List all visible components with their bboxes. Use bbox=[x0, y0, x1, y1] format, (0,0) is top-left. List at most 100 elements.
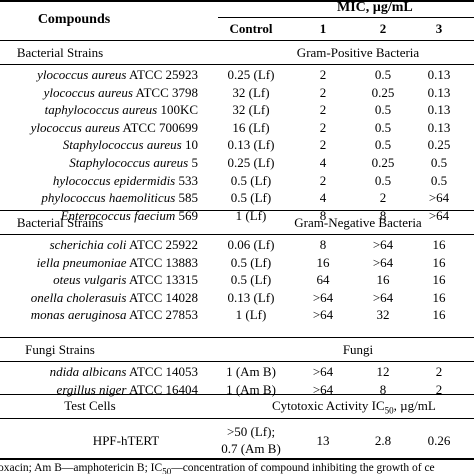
row-label: hylococcus epidermidis 533 bbox=[53, 173, 198, 189]
cell-col-2: 0.5 bbox=[374, 137, 392, 153]
table-top-rule bbox=[0, 0, 474, 2]
species-name: Staphylococcus aureus bbox=[69, 155, 189, 170]
species-name: phylococcus haemoliticus bbox=[41, 190, 176, 206]
cell-col-2: 12 bbox=[376, 364, 390, 379]
species-name: iella pneumoniae bbox=[36, 254, 127, 270]
test-cells-col-1: 13 bbox=[316, 433, 330, 448]
header-col-3: 3 bbox=[435, 21, 443, 36]
row-label: taphylococcus aureus 100KC bbox=[45, 102, 198, 118]
row-label-hpf-htert: HPF-hTERT bbox=[92, 433, 160, 448]
cell-col-3: 16 bbox=[432, 254, 446, 270]
cell-col-3: >64 bbox=[428, 190, 450, 206]
row-label: oteus vulgaris ATCC 13315 bbox=[53, 272, 198, 288]
cell-control: 0.5 (Lf) bbox=[230, 190, 272, 206]
strain-id: 533 bbox=[175, 172, 199, 188]
header-col-2: 2 bbox=[379, 21, 387, 36]
cell-col-1: 4 bbox=[319, 190, 327, 206]
cell-control: 1 (Am B) bbox=[226, 381, 276, 397]
cell-control: 0.5 (Lf) bbox=[230, 272, 272, 288]
strain-id: ATCC 700699 bbox=[119, 119, 198, 135]
header-compounds: Compounds bbox=[37, 12, 111, 27]
strain-id: 569 bbox=[175, 207, 199, 223]
species-name: ndida albicans bbox=[49, 364, 127, 379]
mic-underline bbox=[218, 17, 474, 18]
row-label: ergillus niger ATCC 16404 bbox=[57, 382, 198, 398]
cell-col-2: 0.5 bbox=[374, 119, 392, 135]
cell-col-3: 0.13 bbox=[427, 102, 451, 118]
cell-control: 1 (Am B) bbox=[226, 364, 276, 379]
cell-control: 16 (Lf) bbox=[232, 119, 270, 135]
strain-id: ATCC 13883 bbox=[126, 254, 198, 270]
cell-control: 32 (Lf) bbox=[232, 84, 270, 100]
strain-id: ATCC 13315 bbox=[126, 272, 198, 288]
cell-col-2: >64 bbox=[372, 289, 394, 305]
cell-col-1: >64 bbox=[312, 289, 334, 305]
section-right-title: Gram-Negative Bacteria bbox=[294, 215, 422, 230]
species-name: ergillus niger bbox=[56, 381, 127, 397]
row-label: onella cholerasuis ATCC 14028 bbox=[31, 290, 198, 306]
species-name: Staphylococcus aureus bbox=[62, 137, 182, 153]
cell-col-1: >64 bbox=[312, 307, 334, 323]
header-control: Control bbox=[229, 21, 273, 36]
cell-col-2: 0.5 bbox=[374, 102, 392, 118]
cell-col-1: >64 bbox=[312, 364, 334, 379]
cell-control: 0.06 (Lf) bbox=[227, 237, 275, 252]
test-cells-subrule bbox=[0, 418, 474, 419]
cell-col-2: 16 bbox=[376, 272, 390, 288]
row-label: iella pneumoniae ATCC 13883 bbox=[37, 255, 198, 271]
cell-col-1: 8 bbox=[319, 207, 327, 223]
cell-col-1: >64 bbox=[312, 381, 334, 397]
cell-col-1: 2 bbox=[319, 84, 327, 100]
cell-col-3: >64 bbox=[428, 207, 450, 223]
row-label: ylococcus aureus ATCC 700699 bbox=[31, 120, 198, 136]
header-col-1: 1 bbox=[319, 21, 327, 36]
strain-id: 5 bbox=[188, 155, 199, 170]
species-name: ylococcus aureus bbox=[30, 119, 120, 135]
cell-col-2: 32 bbox=[376, 307, 390, 323]
row-label: ndida albicans ATCC 14053 bbox=[50, 364, 198, 380]
cell-col-3: 0.25 bbox=[427, 137, 451, 153]
test-cells-control-line2: 0.7 (Am B) bbox=[221, 441, 281, 456]
test-cells-control-line1: >50 (Lf); bbox=[226, 424, 276, 439]
strain-id: 10 bbox=[181, 137, 198, 153]
strain-id: ATCC 25923 bbox=[126, 67, 198, 82]
cell-control: 32 (Lf) bbox=[232, 102, 270, 118]
test-cells-col-2: 2.8 bbox=[374, 433, 392, 448]
cell-control: 0.25 (Lf) bbox=[227, 155, 275, 170]
cell-col-1: 16 bbox=[316, 254, 330, 270]
cell-col-1: 4 bbox=[319, 155, 327, 170]
row-label: ylococcus aureus ATCC 25923 bbox=[37, 67, 198, 83]
cell-col-1: 2 bbox=[319, 102, 327, 118]
cell-control: 0.25 (Lf) bbox=[227, 67, 275, 82]
strain-id: ATCC 25922 bbox=[126, 237, 198, 252]
species-name: oteus vulgaris bbox=[53, 272, 127, 288]
species-name: ylococcus aureus bbox=[43, 84, 133, 100]
strain-id: ATCC 16404 bbox=[126, 381, 198, 397]
strain-id: ATCC 14053 bbox=[126, 364, 198, 379]
cell-col-2: >64 bbox=[372, 237, 394, 252]
section-rule bbox=[0, 210, 474, 211]
cell-col-3: 0.5 bbox=[430, 172, 448, 188]
section-left-title: Bacterial Strains bbox=[16, 45, 104, 60]
species-name: scherichia coli bbox=[49, 237, 127, 252]
strain-id: ATCC 3798 bbox=[132, 84, 198, 100]
cell-col-2: 2 bbox=[379, 190, 387, 206]
cell-col-2: 0.25 bbox=[371, 84, 395, 100]
section-right-title: Gram-Positive Bacteria bbox=[296, 45, 420, 60]
cell-col-3: 0.13 bbox=[427, 67, 451, 82]
cell-col-3: 0.13 bbox=[427, 84, 451, 100]
cytotoxic-title: Cytotoxic Activity IC50, µg/mL bbox=[272, 398, 436, 416]
cell-control: 0.5 (Lf) bbox=[230, 254, 272, 270]
cell-control: 1 (Lf) bbox=[235, 207, 267, 223]
cell-col-1: 2 bbox=[319, 119, 327, 135]
cell-col-1: 64 bbox=[316, 272, 330, 288]
cell-col-2: 8 bbox=[379, 381, 387, 397]
strain-id: 100KC bbox=[157, 102, 198, 118]
cell-col-3: 16 bbox=[432, 289, 446, 305]
cell-col-3: 16 bbox=[432, 307, 446, 323]
cell-col-3: 16 bbox=[432, 272, 446, 288]
section-right-title: Fungi bbox=[342, 342, 374, 357]
row-label: phylococcus haemoliticus 585 bbox=[41, 190, 198, 206]
species-name: onella cholerasuis bbox=[30, 289, 127, 305]
